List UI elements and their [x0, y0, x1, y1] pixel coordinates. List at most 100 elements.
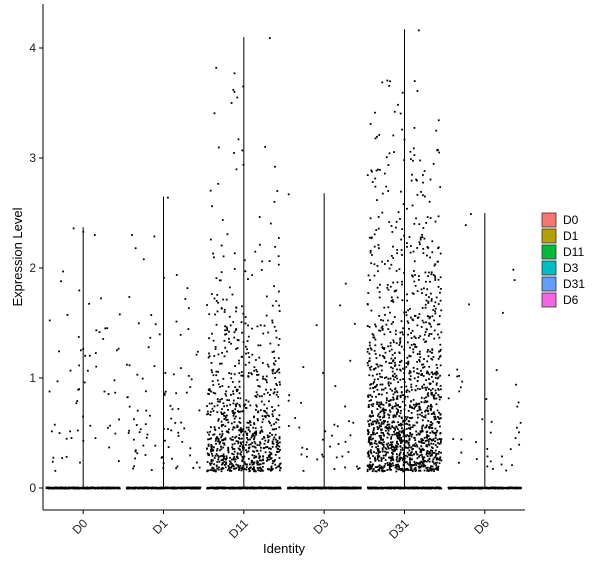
- data-point: [208, 313, 211, 316]
- data-point: [426, 466, 429, 469]
- data-point: [514, 437, 517, 439]
- data-point: [268, 400, 270, 403]
- data-point: [195, 461, 198, 464]
- data-point: [224, 463, 227, 466]
- data-point: [369, 217, 372, 220]
- data-point: [183, 427, 186, 430]
- data-point: [369, 419, 372, 422]
- data-point: [378, 393, 381, 396]
- data-point: [221, 397, 223, 400]
- data-point: [430, 300, 433, 302]
- data-point: [247, 278, 249, 281]
- data-point: [422, 363, 425, 366]
- x-tick-label: D1: [150, 516, 171, 537]
- data-point-extreme: [438, 151, 441, 154]
- data-point: [240, 469, 243, 472]
- data-point: [436, 409, 439, 412]
- data-point: [227, 467, 230, 470]
- data-point: [241, 430, 244, 433]
- data-point: [376, 447, 379, 450]
- data-point: [429, 409, 432, 412]
- data-point: [269, 448, 272, 450]
- data-point: [392, 459, 395, 462]
- data-point: [385, 453, 387, 456]
- data-point: [225, 458, 227, 461]
- data-point: [268, 468, 270, 471]
- data-point: [219, 362, 221, 365]
- data-point: [398, 459, 401, 462]
- data-point: [243, 461, 246, 464]
- data-point-extreme: [369, 123, 372, 125]
- data-point: [421, 363, 423, 366]
- data-point: [75, 402, 78, 405]
- data-point: [233, 448, 236, 450]
- data-point: [236, 410, 239, 412]
- data-point: [144, 423, 147, 426]
- data-point: [276, 440, 279, 442]
- data-point: [383, 348, 385, 350]
- data-point: [147, 346, 150, 349]
- data-point: [385, 451, 388, 454]
- data-point: [395, 446, 397, 449]
- data-point: [398, 406, 401, 408]
- data-point: [439, 348, 442, 351]
- data-point: [405, 385, 408, 388]
- data-point: [125, 363, 128, 366]
- data-point: [395, 407, 398, 410]
- data-point: [397, 443, 400, 446]
- data-point: [367, 364, 370, 367]
- data-point: [382, 407, 385, 410]
- data-point: [410, 383, 413, 386]
- data-point: [255, 404, 258, 407]
- data-point: [367, 404, 370, 406]
- data-point: [251, 327, 253, 330]
- data-point: [65, 455, 68, 458]
- data-point: [268, 458, 271, 461]
- data-point: [249, 438, 251, 441]
- data-point: [212, 459, 214, 462]
- data-point: [239, 452, 242, 455]
- data-point: [409, 245, 412, 247]
- data-point: [258, 455, 261, 457]
- data-point: [213, 428, 216, 431]
- data-point: [228, 399, 231, 402]
- data-point: [239, 405, 242, 408]
- data-point: [509, 448, 512, 451]
- data-point: [381, 260, 383, 263]
- data-point: [376, 458, 379, 461]
- data-point: [169, 404, 172, 407]
- data-point: [406, 207, 408, 210]
- data-point: [435, 461, 438, 464]
- data-point: [392, 414, 395, 417]
- data-point: [422, 338, 425, 341]
- data-point: [386, 79, 389, 82]
- data-point: [267, 436, 269, 439]
- data-point: [224, 333, 226, 336]
- data-point: [419, 243, 421, 246]
- data-point: [370, 365, 373, 368]
- data-point: [221, 439, 223, 442]
- data-point: [390, 437, 392, 440]
- data-point: [368, 436, 371, 439]
- data-point: [390, 348, 393, 351]
- data-point: [400, 441, 403, 444]
- data-point: [395, 289, 398, 292]
- data-point: [431, 240, 434, 243]
- data-point: [377, 452, 380, 455]
- data-point: [398, 424, 401, 426]
- data-point: [238, 448, 241, 451]
- data-point: [436, 438, 439, 441]
- data-point: [372, 386, 375, 389]
- data-point: [437, 247, 440, 250]
- data-point: [235, 440, 238, 443]
- data-point: [390, 456, 393, 459]
- data-point: [300, 401, 302, 404]
- data-point: [438, 395, 441, 398]
- data-point: [398, 430, 401, 433]
- data-point: [376, 383, 379, 386]
- data-point: [210, 447, 213, 450]
- data-point: [220, 244, 223, 247]
- data-point: [386, 259, 389, 262]
- data-point: [434, 277, 437, 279]
- data-point: [383, 263, 386, 265]
